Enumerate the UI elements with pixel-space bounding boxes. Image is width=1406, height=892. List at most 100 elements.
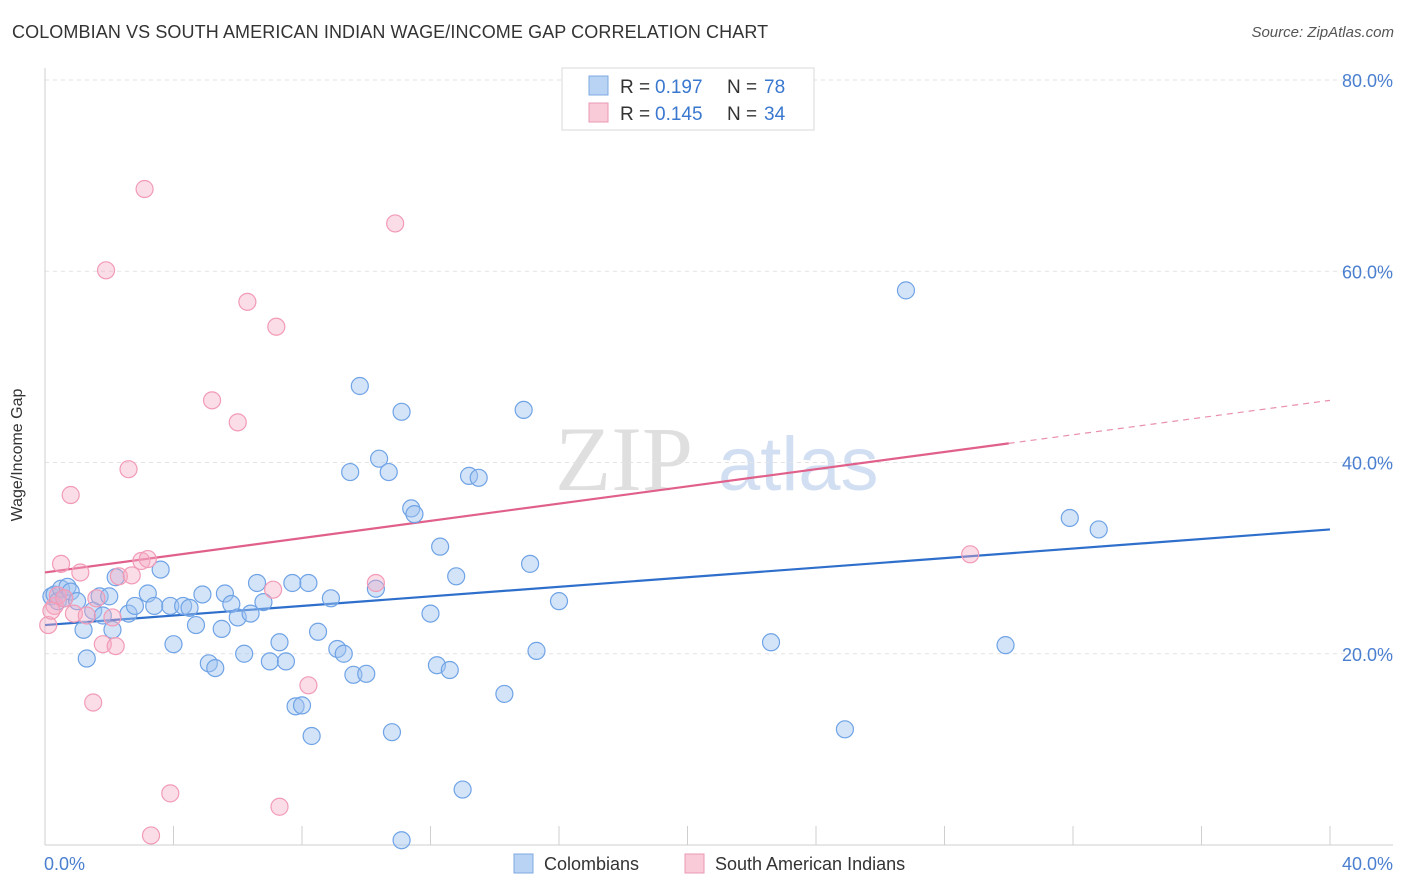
point-south-american-indians (103, 608, 122, 627)
point-south-american-indians (238, 292, 257, 311)
point-south-american-indians (71, 563, 90, 582)
point-colombians (382, 723, 402, 742)
point-south-american-indians (132, 551, 151, 571)
legend-n-label-2: N = (727, 104, 757, 125)
trend-extension-south-american-indians (1008, 399, 1331, 444)
point-colombians (379, 462, 398, 482)
point-colombians (180, 598, 199, 617)
point-south-american-indians (141, 826, 161, 845)
point-colombians (341, 462, 360, 482)
point-colombians (286, 697, 305, 716)
point-south-american-indians (84, 693, 103, 712)
watermark-zip: ZIP (555, 408, 693, 510)
point-south-american-indians (39, 615, 58, 635)
point-south-american-indians (386, 214, 405, 233)
point-south-american-indians (270, 797, 289, 816)
point-colombians (896, 281, 916, 300)
point-colombians (421, 604, 440, 623)
series-legend: Colombians South American Indians (513, 853, 905, 874)
point-colombians (431, 537, 450, 556)
point-colombians (520, 554, 540, 573)
point-colombians (90, 587, 109, 606)
axes (44, 68, 1393, 846)
point-colombians (254, 593, 273, 612)
point-colombians (514, 400, 533, 420)
legend-r-value-1: 0.197 (655, 77, 703, 98)
legend-n-value-2: 34 (764, 104, 786, 125)
point-colombians (299, 573, 318, 593)
point-colombians (405, 505, 424, 524)
point-colombians (161, 596, 180, 616)
bottom-legend-colombians: Colombians (544, 854, 639, 874)
point-colombians (241, 604, 260, 623)
point-colombians (549, 592, 569, 611)
point-south-american-indians (55, 589, 74, 608)
point-colombians (357, 664, 376, 683)
bottom-legend-south-american-indians: South American Indians (715, 854, 905, 874)
point-colombians (260, 652, 279, 671)
point-colombians (402, 499, 421, 518)
point-colombians (77, 649, 96, 668)
point-south-american-indians (96, 261, 116, 280)
point-colombians (344, 665, 363, 684)
point-colombians (996, 636, 1015, 655)
point-colombians (206, 658, 225, 678)
point-colombians (527, 641, 546, 660)
point-colombians (125, 596, 145, 616)
y-tick-label: 80.0% (1342, 71, 1393, 91)
bottom-swatch-south-american-indians (684, 853, 705, 874)
point-colombians (74, 620, 93, 639)
data-points (39, 179, 1108, 850)
point-colombians (292, 696, 312, 715)
point-south-american-indians (267, 317, 286, 336)
gridlines (45, 79, 1393, 655)
y-tick-label: 20.0% (1342, 645, 1393, 665)
point-south-american-indians (138, 549, 157, 569)
point-south-american-indians (42, 601, 61, 620)
point-colombians (235, 644, 254, 663)
legend-swatch-south-american-indians (588, 102, 609, 123)
point-colombians (247, 573, 267, 593)
legend-r-label-1: R = (620, 77, 650, 98)
point-colombians (186, 615, 206, 635)
chart-title: COLOMBIAN VS SOUTH AMERICAN INDIAN WAGE/… (12, 22, 769, 42)
point-colombians (270, 633, 289, 652)
point-colombians (151, 560, 170, 579)
point-south-american-indians (122, 566, 141, 585)
point-colombians (276, 652, 296, 671)
legend-n-label-1: N = (727, 77, 757, 98)
point-south-american-indians (119, 460, 138, 479)
point-colombians (215, 584, 234, 603)
point-colombians (321, 589, 341, 608)
point-south-american-indians (87, 589, 106, 608)
legend-r-value-2: 0.145 (655, 104, 703, 125)
point-colombians (761, 633, 781, 652)
point-south-american-indians (161, 784, 180, 803)
y-tick-label: 40.0% (1342, 454, 1393, 474)
point-south-american-indians (202, 391, 222, 410)
point-south-american-indians (135, 179, 154, 199)
point-colombians (145, 596, 164, 616)
y-tick-label: 60.0% (1342, 262, 1393, 282)
legend-n-value-1: 78 (764, 77, 785, 98)
point-colombians (1060, 508, 1079, 528)
point-colombians (453, 780, 472, 799)
point-colombians (164, 635, 183, 654)
point-colombians (308, 622, 328, 641)
point-south-american-indians (61, 485, 80, 505)
point-colombians (302, 726, 321, 746)
point-colombians (392, 831, 411, 850)
point-south-american-indians (263, 580, 283, 599)
point-colombians (440, 660, 459, 680)
point-south-american-indians (109, 567, 128, 586)
x-tick-label: 40.0% (1342, 854, 1393, 874)
point-south-american-indians (77, 606, 96, 625)
bottom-swatch-colombians (513, 853, 534, 874)
point-colombians (283, 573, 302, 593)
point-south-american-indians (106, 636, 125, 656)
point-colombians (495, 684, 514, 704)
point-colombians (334, 644, 353, 663)
legend-swatch-colombians (588, 75, 609, 96)
point-colombians (366, 579, 385, 598)
legend-r-label-2: R = (620, 104, 650, 125)
